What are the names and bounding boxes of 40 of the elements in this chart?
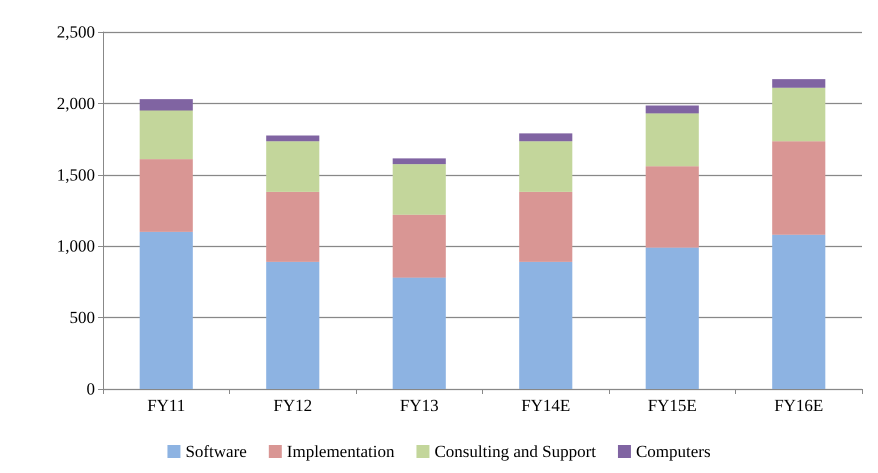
bar bbox=[266, 141, 320, 192]
y-tick-label: 1,500 bbox=[56, 165, 95, 184]
x-tick-label: FY16E bbox=[774, 396, 824, 415]
bar bbox=[392, 164, 446, 215]
bar bbox=[140, 99, 193, 111]
x-tick-label: FY15E bbox=[648, 396, 697, 415]
y-tick-label: 1,000 bbox=[56, 236, 95, 256]
bar bbox=[392, 278, 446, 389]
bar bbox=[519, 141, 572, 192]
legend-label: Consulting and Support bbox=[434, 442, 596, 461]
bar bbox=[772, 141, 826, 235]
y-tick-label: 500 bbox=[70, 308, 95, 328]
legend-label: Implementation bbox=[286, 442, 395, 461]
bar bbox=[519, 262, 572, 389]
bar bbox=[266, 136, 320, 142]
y-tick-label: 2,500 bbox=[56, 22, 95, 42]
legend-label: Software bbox=[185, 442, 247, 461]
x-tick-label: FY11 bbox=[147, 396, 186, 415]
x-tick-label: FY13 bbox=[400, 396, 439, 415]
y-tick-label: 0 bbox=[86, 380, 95, 398]
bar bbox=[772, 88, 826, 142]
x-tick-label: FY12 bbox=[273, 396, 312, 415]
bar bbox=[646, 106, 699, 114]
bar bbox=[140, 110, 193, 160]
bar bbox=[140, 232, 193, 389]
bar bbox=[646, 248, 699, 389]
bar bbox=[140, 159, 193, 232]
bar bbox=[519, 133, 572, 142]
legend-label: Computers bbox=[636, 442, 711, 461]
bar bbox=[519, 192, 572, 262]
bar bbox=[392, 158, 446, 164]
bar bbox=[772, 79, 826, 88]
bar bbox=[392, 214, 446, 278]
bar bbox=[772, 234, 826, 389]
bar bbox=[266, 192, 320, 262]
bar bbox=[646, 166, 699, 248]
bar bbox=[266, 262, 320, 389]
x-tick-label: FY14E bbox=[521, 396, 570, 415]
bar bbox=[646, 113, 699, 166]
y-tick-label: 2,000 bbox=[56, 94, 95, 113]
